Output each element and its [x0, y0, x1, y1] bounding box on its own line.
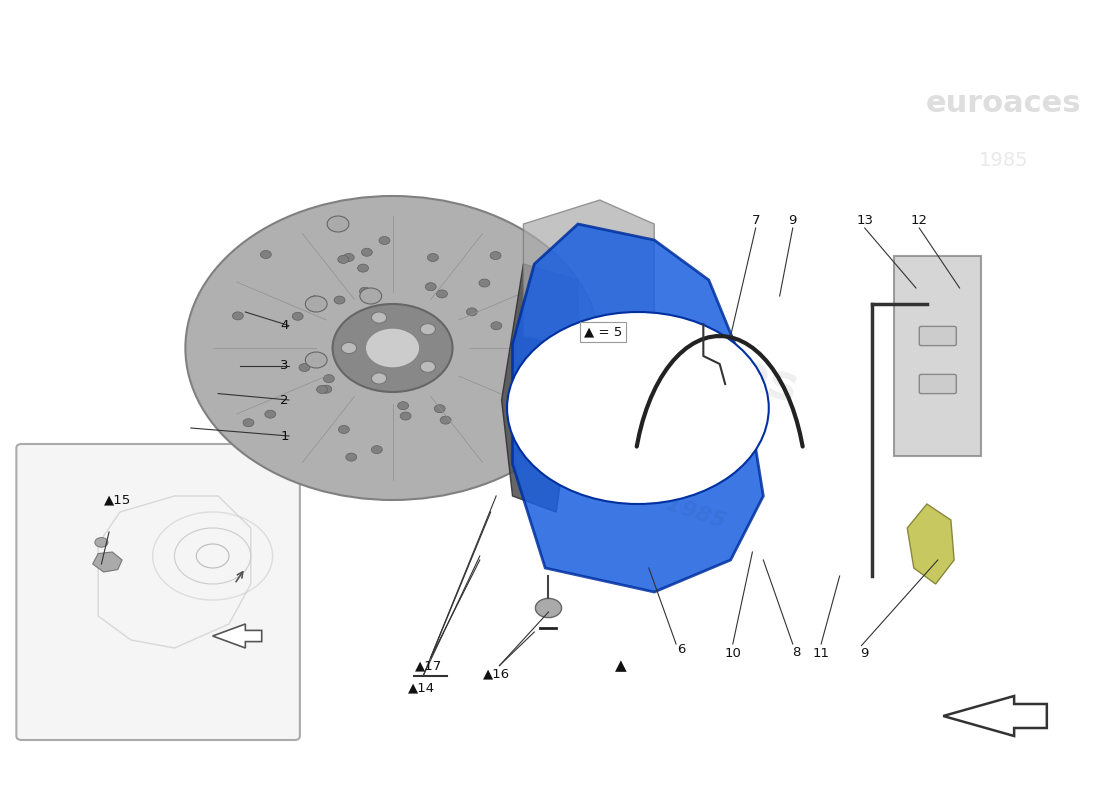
Circle shape	[321, 385, 332, 393]
Circle shape	[372, 446, 383, 454]
Text: ▲15: ▲15	[104, 494, 131, 506]
Circle shape	[491, 322, 502, 330]
Circle shape	[426, 282, 437, 290]
Text: 6: 6	[678, 643, 685, 656]
Circle shape	[558, 317, 569, 325]
Circle shape	[372, 373, 387, 384]
Circle shape	[551, 340, 562, 348]
Circle shape	[507, 312, 769, 504]
Text: 2: 2	[280, 394, 289, 406]
Circle shape	[299, 363, 310, 371]
Circle shape	[400, 412, 411, 420]
Circle shape	[345, 453, 356, 461]
Circle shape	[547, 370, 558, 378]
Text: 9: 9	[789, 214, 796, 226]
Circle shape	[440, 416, 451, 424]
Polygon shape	[908, 504, 954, 584]
Polygon shape	[894, 256, 981, 456]
Circle shape	[437, 290, 448, 298]
Text: 8: 8	[792, 646, 800, 658]
Circle shape	[536, 598, 562, 618]
Circle shape	[372, 312, 387, 323]
Polygon shape	[943, 696, 1047, 736]
Circle shape	[293, 312, 304, 320]
Circle shape	[491, 251, 501, 259]
Circle shape	[186, 196, 600, 500]
Text: ▲16: ▲16	[483, 667, 509, 680]
Text: 13: 13	[856, 214, 873, 226]
FancyBboxPatch shape	[16, 444, 300, 740]
Circle shape	[428, 254, 439, 262]
Circle shape	[339, 426, 350, 434]
Circle shape	[365, 328, 420, 368]
FancyBboxPatch shape	[920, 374, 956, 394]
Circle shape	[360, 288, 382, 304]
Text: 4: 4	[280, 319, 289, 332]
Text: 9: 9	[860, 647, 869, 660]
Circle shape	[334, 296, 345, 304]
Text: euroaces: euroaces	[925, 90, 1081, 118]
Text: ▲17: ▲17	[415, 660, 442, 673]
Circle shape	[551, 283, 562, 291]
Text: a passion for parts since 1985: a passion for parts since 1985	[362, 396, 728, 532]
Text: 3: 3	[280, 359, 289, 372]
Circle shape	[343, 254, 354, 262]
Circle shape	[338, 255, 349, 263]
Circle shape	[362, 248, 372, 256]
Circle shape	[243, 418, 254, 426]
Circle shape	[232, 312, 243, 320]
Circle shape	[360, 287, 371, 295]
Circle shape	[379, 237, 389, 245]
Text: ▲: ▲	[615, 658, 626, 673]
Text: 1: 1	[280, 430, 289, 442]
Circle shape	[261, 250, 272, 258]
Circle shape	[95, 538, 108, 547]
Text: 1985: 1985	[978, 150, 1028, 170]
Circle shape	[317, 386, 328, 394]
Text: euroaces: euroaces	[547, 290, 805, 414]
Circle shape	[543, 366, 554, 374]
Text: ▲ = 5: ▲ = 5	[584, 326, 623, 338]
Text: 7: 7	[751, 214, 760, 226]
Circle shape	[309, 296, 320, 304]
Polygon shape	[502, 264, 578, 512]
Polygon shape	[524, 200, 654, 352]
Text: ▲14: ▲14	[408, 682, 436, 694]
Circle shape	[478, 279, 490, 287]
Circle shape	[265, 410, 276, 418]
Text: 12: 12	[911, 214, 927, 226]
Circle shape	[323, 374, 334, 382]
Circle shape	[332, 304, 452, 392]
Polygon shape	[92, 552, 122, 572]
Circle shape	[552, 292, 563, 300]
Polygon shape	[212, 624, 262, 648]
Circle shape	[341, 342, 356, 354]
Circle shape	[546, 299, 557, 307]
Circle shape	[548, 391, 559, 399]
Circle shape	[466, 308, 477, 316]
Circle shape	[306, 352, 327, 368]
Circle shape	[568, 326, 579, 334]
Circle shape	[327, 216, 349, 232]
Circle shape	[398, 402, 408, 410]
Circle shape	[420, 323, 436, 334]
Circle shape	[358, 264, 368, 272]
Circle shape	[420, 362, 436, 373]
Circle shape	[434, 405, 446, 413]
Polygon shape	[513, 224, 763, 592]
Text: 11: 11	[813, 647, 829, 660]
Text: 10: 10	[724, 647, 741, 660]
Circle shape	[306, 296, 327, 312]
FancyBboxPatch shape	[920, 326, 956, 346]
